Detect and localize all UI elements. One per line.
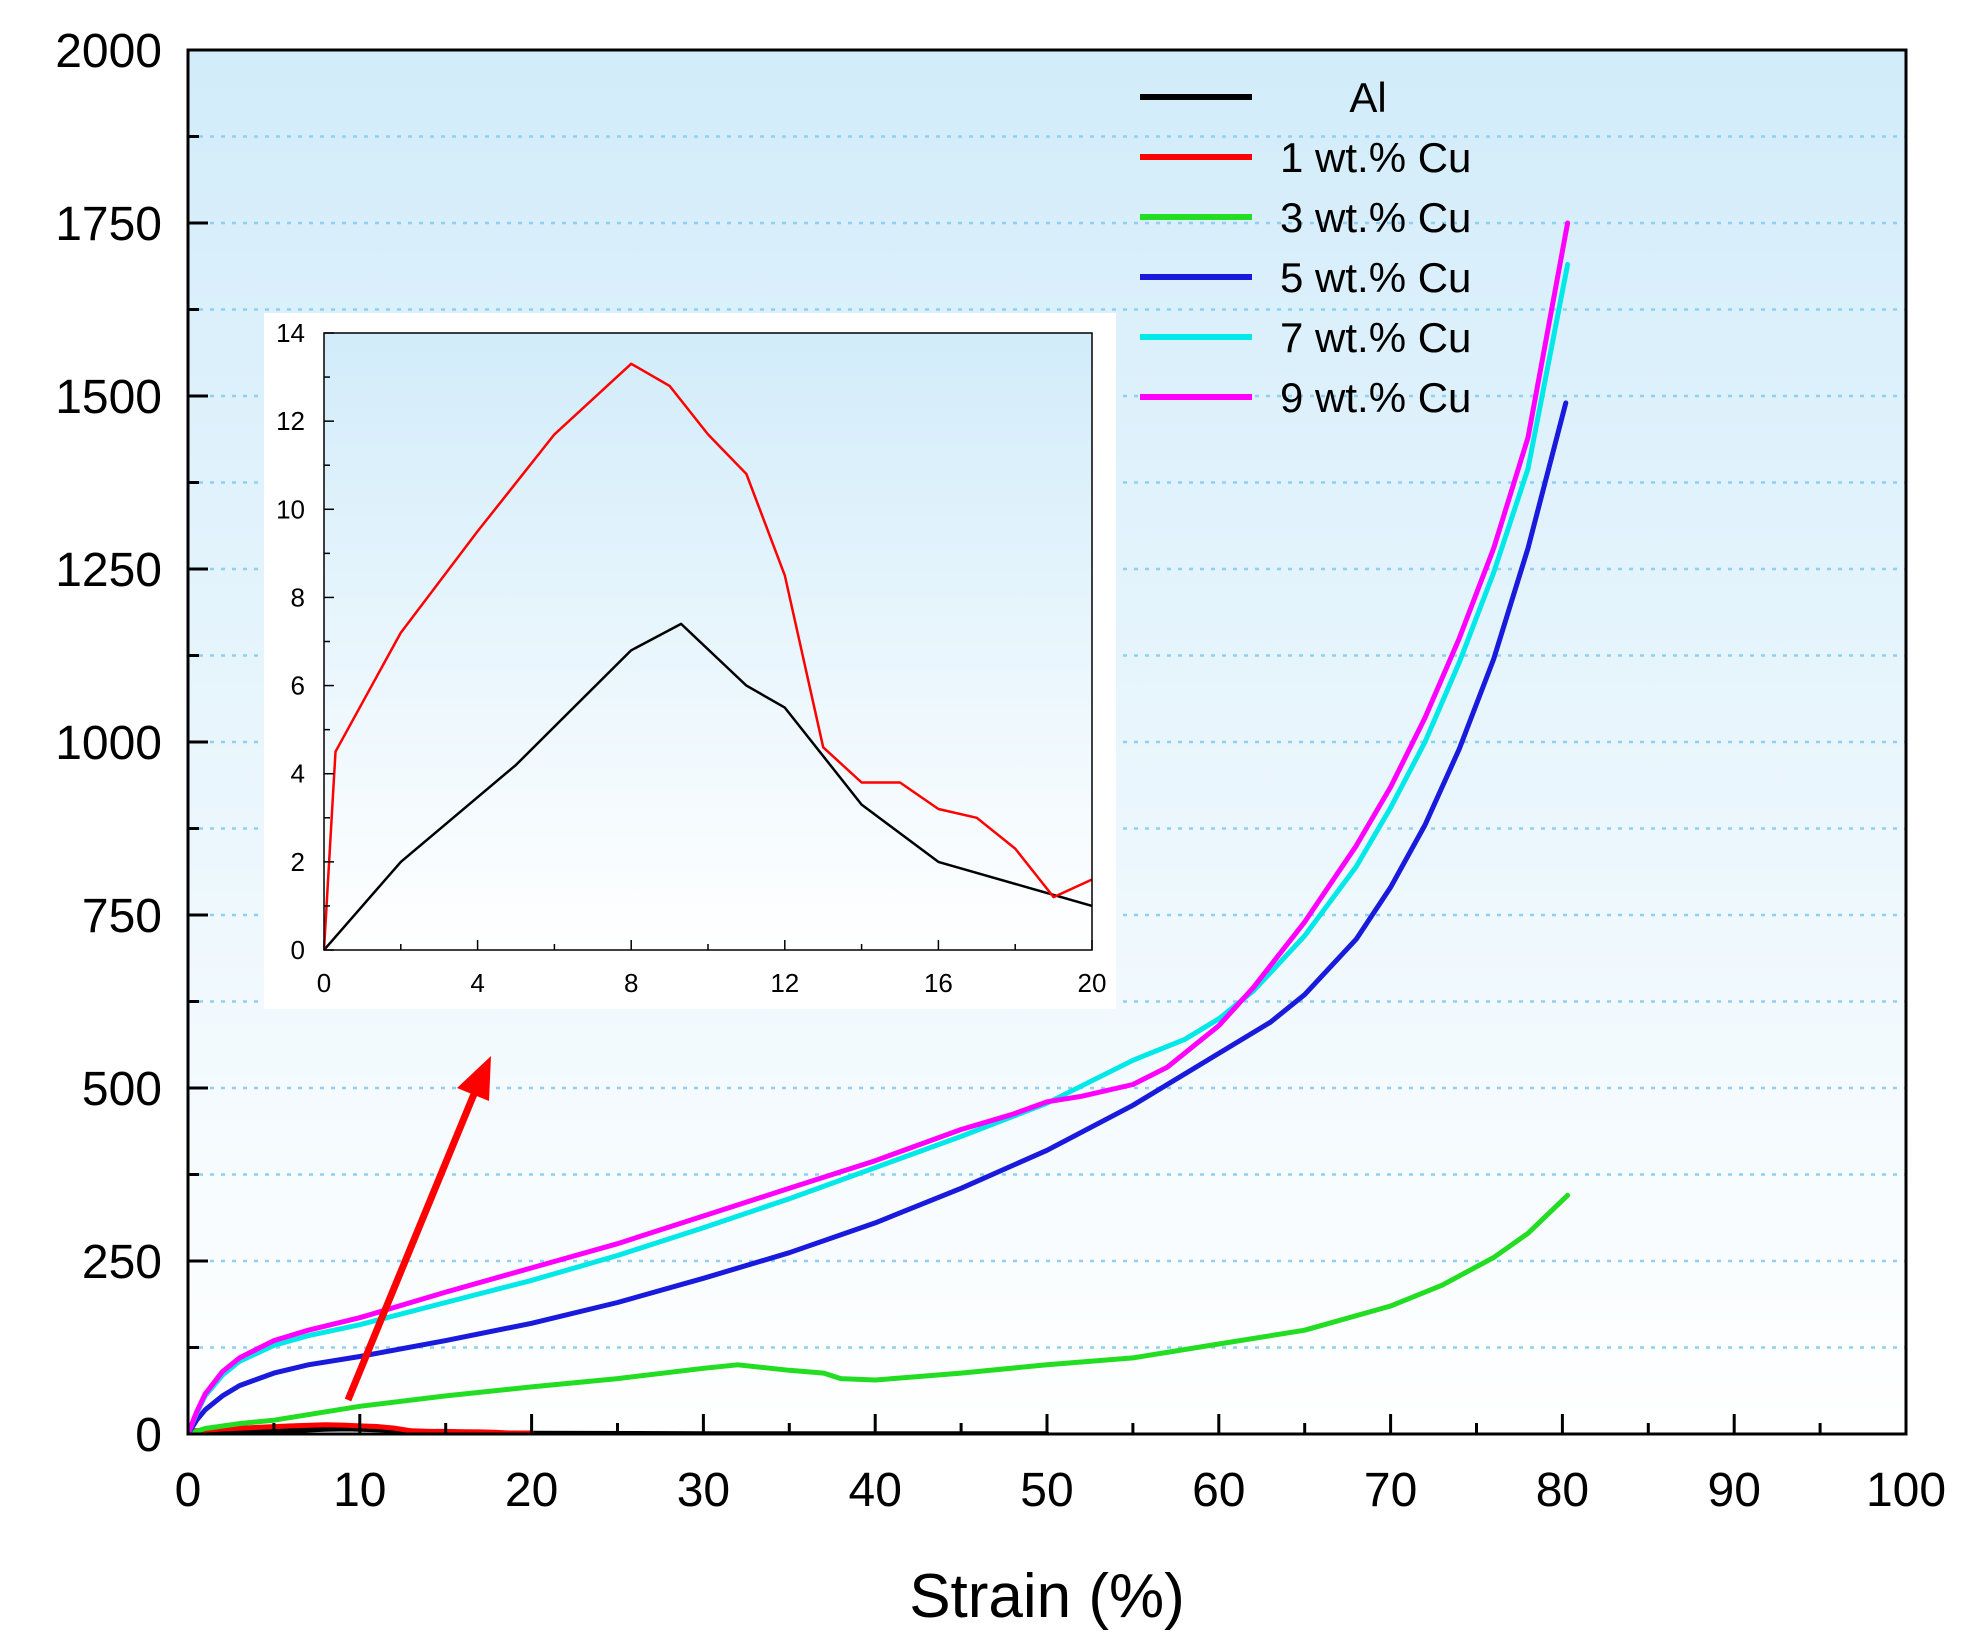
x-tick-label: 40 — [849, 1464, 902, 1517]
y-tick-label: 750 — [82, 890, 162, 943]
legend-label: 1 wt.% Cu — [1280, 134, 1471, 181]
series-line-1-wt-cu — [188, 1422, 535, 1434]
inset-y-tick-label: 10 — [276, 494, 305, 524]
inset-x-tick-label: 4 — [470, 968, 484, 998]
inset-y-ticks: 0 2 4 6 8 10 12 14 — [276, 318, 334, 965]
series-line-3-wt-cu — [188, 1192, 1571, 1434]
x-axis-ticks: 0 10 20 30 40 50 60 70 80 90 100 — [175, 1414, 1946, 1517]
y-tick-label: 500 — [82, 1063, 162, 1116]
legend: Al 1 wt.% Cu 3 wt.% Cu 5 wt.% Cu 7 wt.% Cu 9 … — [1140, 74, 1471, 421]
inset-y-tick-label: 14 — [276, 318, 305, 348]
x-tick-label: 100 — [1866, 1464, 1946, 1517]
main-series — [188, 220, 1571, 1434]
x-tick-label: 0 — [175, 1464, 202, 1517]
x-tick-label: 20 — [505, 1464, 558, 1517]
x-tick-label: 60 — [1192, 1464, 1245, 1517]
x-tick-label: 80 — [1536, 1464, 1589, 1517]
inset-y-tick-label: 6 — [291, 671, 305, 701]
y-axis-ticks: 0 250 500 750 1000 1250 1500 1750 2000 — [55, 25, 208, 1462]
legend-label: 7 wt.% Cu — [1280, 314, 1471, 361]
inset-x-ticks: 0 4 8 12 16 20 — [317, 940, 1107, 998]
legend-label: 5 wt.% Cu — [1280, 254, 1471, 301]
inset-x-tick-label: 20 — [1078, 968, 1107, 998]
inset-x-tick-label: 0 — [317, 968, 331, 998]
y-tick-label: 2000 — [55, 25, 162, 78]
arrow-head — [457, 1056, 491, 1101]
inset-series-line-al — [324, 622, 1092, 950]
inset-y-tick-label: 8 — [291, 582, 305, 612]
inset-y-tick-label: 0 — [291, 935, 305, 965]
inset-x-tick-label: 12 — [770, 968, 799, 998]
legend-label: 3 wt.% Cu — [1280, 194, 1471, 241]
annotation-arrow — [344, 1056, 491, 1402]
x-axis-title: Strain (%) — [909, 1562, 1185, 1631]
inset-series — [324, 362, 1092, 950]
inset-y-tick-label: 12 — [276, 406, 305, 436]
x-tick-label: 50 — [1020, 1464, 1073, 1517]
inset-y-tick-label: 2 — [291, 847, 305, 877]
series-line-7-wt-cu — [188, 262, 1571, 1434]
legend-label: 9 wt.% Cu — [1280, 374, 1471, 421]
y-tick-label: 1500 — [55, 371, 162, 424]
arrow-line — [344, 1092, 478, 1402]
y-tick-label: 0 — [135, 1409, 162, 1462]
inset-y-tick-label: 4 — [291, 759, 305, 789]
y-tick-label: 1250 — [55, 544, 162, 597]
series-line-9-wt-cu — [188, 220, 1571, 1434]
x-tick-label: 70 — [1364, 1464, 1417, 1517]
inset-series-line-1-wt-cu — [324, 362, 1092, 950]
y-tick-label: 1000 — [55, 717, 162, 770]
x-tick-label: 10 — [333, 1464, 386, 1517]
y-tick-label: 1750 — [55, 198, 162, 251]
inset-x-tick-label: 8 — [624, 968, 638, 998]
legend-label: Al — [1349, 74, 1386, 121]
x-tick-label: 90 — [1708, 1464, 1761, 1517]
x-tick-label: 30 — [677, 1464, 730, 1517]
inset-x-tick-label: 16 — [924, 968, 953, 998]
inset-plot-background — [324, 333, 1092, 950]
series-line-5-wt-cu — [188, 400, 1569, 1434]
y-tick-label: 250 — [82, 1236, 162, 1289]
